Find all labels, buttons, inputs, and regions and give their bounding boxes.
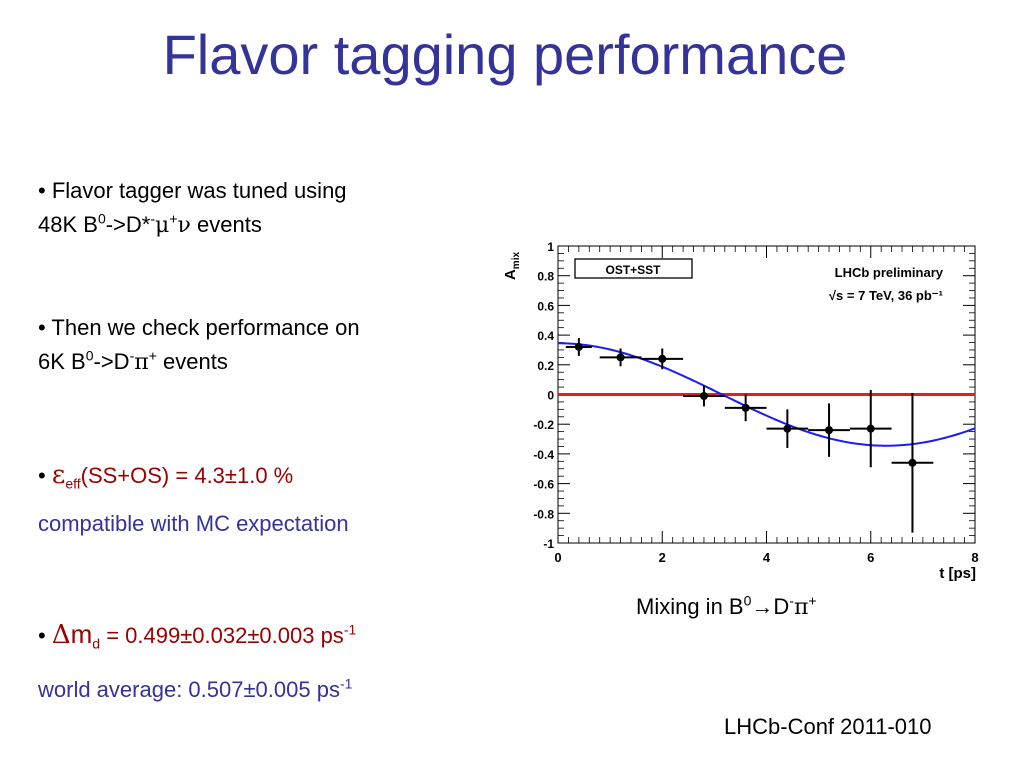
data-point — [849, 390, 892, 468]
fit-curve — [557, 342, 976, 447]
y-axis-label: Amix — [502, 252, 522, 281]
data-point — [641, 348, 684, 370]
y-tick-label: 0.4 — [537, 329, 554, 343]
point-marker — [699, 391, 708, 400]
point-marker — [908, 458, 917, 467]
point-marker — [658, 354, 667, 363]
bullet-check-line1: • Then we check performance on — [38, 315, 360, 340]
y-tick-label: 0.6 — [537, 299, 554, 313]
legend-label: OST+SST — [605, 263, 661, 277]
y-tick-label: -1 — [543, 537, 554, 551]
y-tick-label: -0.2 — [533, 418, 554, 432]
x-tick-label: 0 — [554, 550, 561, 565]
point-marker — [783, 424, 792, 433]
data-point — [808, 403, 850, 457]
legend-box — [574, 258, 693, 279]
point-marker — [616, 353, 625, 362]
point-marker — [741, 403, 750, 412]
bullet-tuning-line2: 48K B0->D*-μ+ν events — [38, 210, 262, 238]
data-point — [683, 385, 725, 407]
data-point — [565, 338, 592, 356]
x-tick-label: 2 — [659, 550, 666, 565]
x-axis-label: t [ps] — [939, 565, 976, 582]
data-point — [766, 409, 809, 448]
y-tick-label: 0.2 — [537, 359, 554, 373]
mixing-asymmetry-plot: -1 -0.8 -0.6 -0.4 -0.2 0 0.2 0.4 0.6 0.8 1 0 2 4 6 8 OS… — [502, 240, 979, 582]
y-tick-label: 1 — [547, 240, 554, 254]
figure-caption: Mixing in B0→D-π+ — [636, 592, 817, 620]
y-tick-label: -0.8 — [533, 507, 554, 521]
annotation-energy: √s = 7 TeV, 36 pb⁻¹ — [829, 288, 943, 303]
x-tick-label: 6 — [867, 550, 874, 565]
y-tick-label: -0.6 — [533, 478, 554, 492]
x-tick-label: 4 — [763, 550, 771, 565]
y-tick-label: -0.4 — [533, 448, 554, 462]
x-tick-label: 8 — [971, 550, 978, 565]
conference-note-reference: LHCb-Conf 2011-010 — [724, 714, 932, 739]
bullet-tuning-line1: • Flavor tagger was tuned using — [38, 178, 347, 203]
bullet-delta-m: • Δmd = 0.499±0.032±0.003 ps-1 — [38, 619, 357, 652]
annotation-lhcb: LHCb preliminary — [835, 265, 944, 280]
bullet-efficiency: • εeff(SS+OS) = 4.3±1.0 % — [38, 460, 294, 492]
bullet-check-line2: 6K B0->D-π+ events — [38, 347, 228, 375]
slide-title: Flavor tagging performance — [162, 23, 848, 86]
y-tick-label: 0 — [547, 389, 554, 403]
point-marker — [825, 426, 834, 435]
efficiency-note: compatible with MC expectation — [38, 511, 349, 536]
world-average-note: world average: 0.507±0.005 ps-1 — [38, 675, 353, 702]
data-point — [599, 348, 642, 367]
point-marker — [574, 342, 583, 351]
data-point — [891, 393, 934, 533]
point-marker — [866, 424, 875, 433]
data-point — [724, 394, 767, 422]
y-tick-label: 0.8 — [537, 270, 554, 284]
